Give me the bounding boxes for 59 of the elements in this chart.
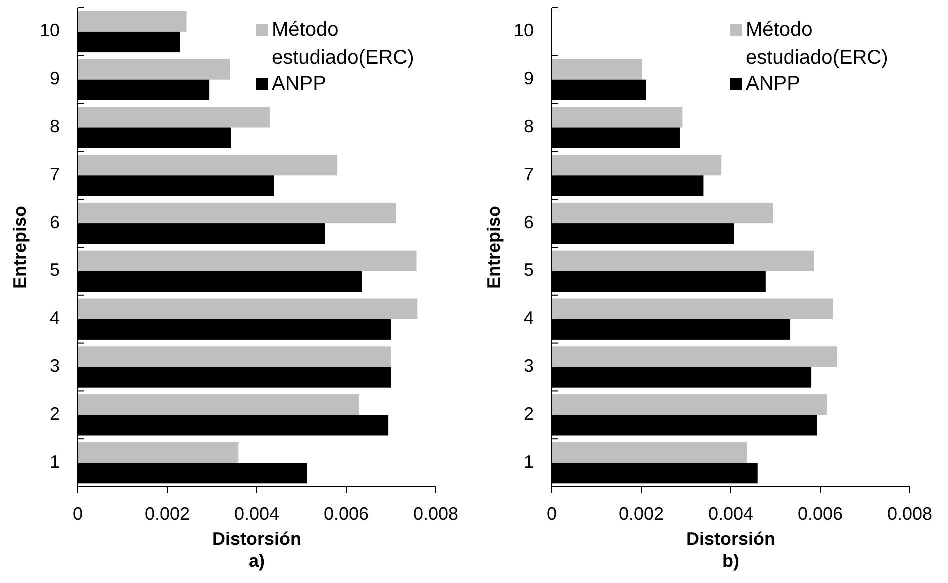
y-tick-label: 1 xyxy=(50,452,60,472)
bar xyxy=(78,250,417,272)
bar xyxy=(552,250,814,272)
x-tick-label: 0 xyxy=(72,504,84,524)
bar xyxy=(552,394,828,416)
x-tick-label: 0.004 xyxy=(234,504,280,524)
x-tick-label: 0.008 xyxy=(887,504,933,524)
y-axis-title: Entrepiso xyxy=(484,206,504,290)
legend-label: ANPP xyxy=(272,73,326,95)
y-tick-label: 7 xyxy=(524,164,534,184)
y-tick-label: 9 xyxy=(50,68,60,89)
bar xyxy=(78,59,230,80)
bar xyxy=(552,59,642,80)
x-tick-label: 0.008 xyxy=(413,504,459,524)
bar xyxy=(552,298,834,320)
bar xyxy=(552,442,748,464)
y-tick-label: 7 xyxy=(50,164,60,184)
bar xyxy=(552,202,774,224)
y-tick-label: 8 xyxy=(50,116,60,136)
y-tick-label: 6 xyxy=(50,212,60,232)
x-tick-label: 0.006 xyxy=(324,504,370,524)
legend-label: Método estudiado(ERC) xyxy=(272,19,414,69)
text: b) xyxy=(722,551,740,571)
y-tick-label: 3 xyxy=(50,356,60,376)
x-axis-title: Distorsión xyxy=(212,529,302,549)
x-tick-label: 0 xyxy=(546,504,558,524)
y-tick-label: 8 xyxy=(524,116,534,136)
bar xyxy=(78,394,360,416)
x-tick-label: 0.002 xyxy=(618,504,664,524)
x-tick-label: 0.002 xyxy=(144,504,190,524)
y-tick-label: 2 xyxy=(50,404,60,424)
bar xyxy=(78,298,418,320)
legend-label: ANPP xyxy=(746,73,800,95)
y-tick-label: 4 xyxy=(524,308,534,328)
bar xyxy=(78,155,338,176)
bar xyxy=(78,346,392,368)
y-tick-label: 9 xyxy=(524,68,534,89)
bar xyxy=(78,202,396,224)
legend-label: Método estudiado(ERC) xyxy=(746,19,888,69)
x-axis-title: Distorsión xyxy=(686,529,776,549)
y-tick-label: 5 xyxy=(524,260,534,280)
y-tick-label: 5 xyxy=(50,260,60,280)
bar xyxy=(552,155,722,176)
bar xyxy=(552,346,838,368)
bar xyxy=(78,442,239,464)
y-tick-label: 4 xyxy=(50,308,60,328)
x-tick-label: 0.006 xyxy=(798,504,844,524)
bar xyxy=(552,107,683,128)
y-tick-label: 1 xyxy=(524,452,534,472)
y-tick-label: 2 xyxy=(524,404,534,424)
y-axis-title: Entrepiso xyxy=(10,206,30,290)
x-tick-label: 0.004 xyxy=(708,504,754,524)
y-tick-label: 6 xyxy=(524,212,534,232)
bar xyxy=(78,11,187,32)
y-tick-label: 3 xyxy=(524,356,534,376)
bar xyxy=(78,107,270,128)
text: a) xyxy=(248,551,266,571)
y-tick-label: 10 xyxy=(40,20,60,41)
y-tick-label: 10 xyxy=(514,20,534,41)
